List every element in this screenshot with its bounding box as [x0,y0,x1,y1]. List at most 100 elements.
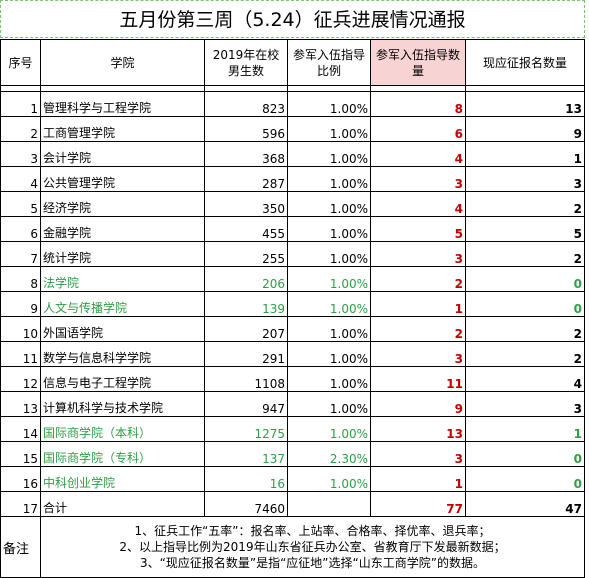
row-ratio: 1.00% [287,216,371,242]
header-ratio: 参军入伍指导比例 [287,39,371,86]
row-index: 12 [0,366,41,392]
row-index: 11 [0,341,41,367]
row-college: 国际商学院（专科） [40,441,205,467]
row-quota: 2 [370,266,466,292]
row-students: 823 [204,91,288,117]
table-row: 17 合计 7460 77 47 [0,491,585,517]
row-quota: 2 [370,316,466,342]
row-students: 947 [204,391,288,417]
row-college: 管理科学与工程学院 [40,91,205,117]
row-ratio: 1.00% [287,291,371,317]
table-row: 2 工商管理学院 596 1.00% 6 9 [0,116,585,142]
row-index: 5 [0,191,41,217]
row-students: 139 [204,291,288,317]
row-index: 15 [0,441,41,467]
row-quota: 1 [370,291,466,317]
table-row: 3 会计学院 368 1.00% 4 1 [0,141,585,167]
row-index: 7 [0,241,41,267]
row-college: 计算机科学与技术学院 [40,391,205,417]
table-row: 15 国际商学院（专科） 137 2.30% 3 0 [0,441,585,467]
row-index: 14 [0,416,41,442]
row-students: 287 [204,166,288,192]
row-applicants: 13 [465,91,585,117]
row-index: 17 [0,491,41,517]
row-index: 8 [0,266,41,292]
row-applicants: 0 [465,441,585,467]
header-college: 学院 [40,39,205,86]
row-ratio: 1.00% [287,391,371,417]
header-row: 序号 学院 2019年在校男生数 参军入伍指导比例 参军入伍指导数量 现应征报名… [0,39,585,86]
row-quota: 3 [370,166,466,192]
row-students: 137 [204,441,288,467]
row-students: 255 [204,241,288,267]
row-ratio: 1.00% [287,241,371,267]
row-ratio: 1.00% [287,316,371,342]
table-row: 12 信息与电子工程学院 1108 1.00% 11 4 [0,366,585,392]
row-quota: 1 [370,466,466,492]
row-applicants: 1 [465,141,585,167]
row-ratio: 2.30% [287,441,371,467]
row-ratio: 1.00% [287,191,371,217]
row-students: 1108 [204,366,288,392]
notes-row: 备注 1、征兵工作“五率”：报名率、上站率、合格率、择优率、退兵率； 2、以上指导比… [0,516,585,578]
row-applicants: 2 [465,341,585,367]
row-quota: 13 [370,416,466,442]
row-index: 1 [0,91,41,117]
row-students: 206 [204,266,288,292]
row-applicants: 3 [465,391,585,417]
row-applicants: 1 [465,416,585,442]
row-applicants: 2 [465,191,585,217]
header-students: 2019年在校男生数 [204,39,288,86]
row-quota: 5 [370,216,466,242]
row-quota: 3 [370,441,466,467]
table-row: 7 统计学院 255 1.00% 3 2 [0,241,585,267]
row-quota: 11 [370,366,466,392]
row-students: 7460 [204,491,288,517]
row-applicants: 3 [465,166,585,192]
row-index: 6 [0,216,41,242]
table-row: 6 金融学院 455 1.00% 5 5 [0,216,585,242]
row-college: 公共管理学院 [40,166,205,192]
row-students: 207 [204,316,288,342]
row-college: 金融学院 [40,216,205,242]
row-college: 工商管理学院 [40,116,205,142]
row-students: 16 [204,466,288,492]
note-line: 1、征兵工作“五率”：报名率、上站率、合格率、择优率、退兵率； [134,524,491,538]
header-applicants: 现应征报名数量 [465,39,585,86]
row-index: 3 [0,141,41,167]
row-ratio: 1.00% [287,266,371,292]
row-quota: 4 [370,141,466,167]
row-applicants: 0 [465,291,585,317]
row-ratio [287,491,371,517]
row-quota: 6 [370,116,466,142]
table-row: 10 外国语学院 207 1.00% 2 2 [0,316,585,342]
row-quota: 3 [370,241,466,267]
row-college: 数学与信息科学学院 [40,341,205,367]
row-college: 统计学院 [40,241,205,267]
row-quota: 4 [370,191,466,217]
row-students: 596 [204,116,288,142]
row-college: 法学院 [40,266,205,292]
row-applicants: 4 [465,366,585,392]
row-students: 1275 [204,416,288,442]
row-ratio: 1.00% [287,341,371,367]
row-quota: 8 [370,91,466,117]
note-line: 3、“现应征报名数量”是指“应征地”选择“山东工商学院”的数据。 [140,556,485,570]
table-row: 11 数学与信息科学学院 291 1.00% 3 2 [0,341,585,367]
row-college: 信息与电子工程学院 [40,366,205,392]
table-row: 8 法学院 206 1.00% 2 0 [0,266,585,292]
row-ratio: 1.00% [287,116,371,142]
row-ratio: 1.00% [287,416,371,442]
row-index: 2 [0,116,41,142]
row-index: 13 [0,391,41,417]
table-row: 14 国际商学院（本科） 1275 1.00% 13 1 [0,416,585,442]
row-index: 16 [0,466,41,492]
row-applicants: 9 [465,116,585,142]
row-students: 455 [204,216,288,242]
table-row: 4 公共管理学院 287 1.00% 3 3 [0,166,585,192]
row-index: 10 [0,316,41,342]
report-table: 序号 学院 2019年在校男生数 参军入伍指导比例 参军入伍指导数量 现应征报名… [0,39,585,578]
row-index: 9 [0,291,41,317]
row-ratio: 1.00% [287,466,371,492]
row-college: 会计学院 [40,141,205,167]
